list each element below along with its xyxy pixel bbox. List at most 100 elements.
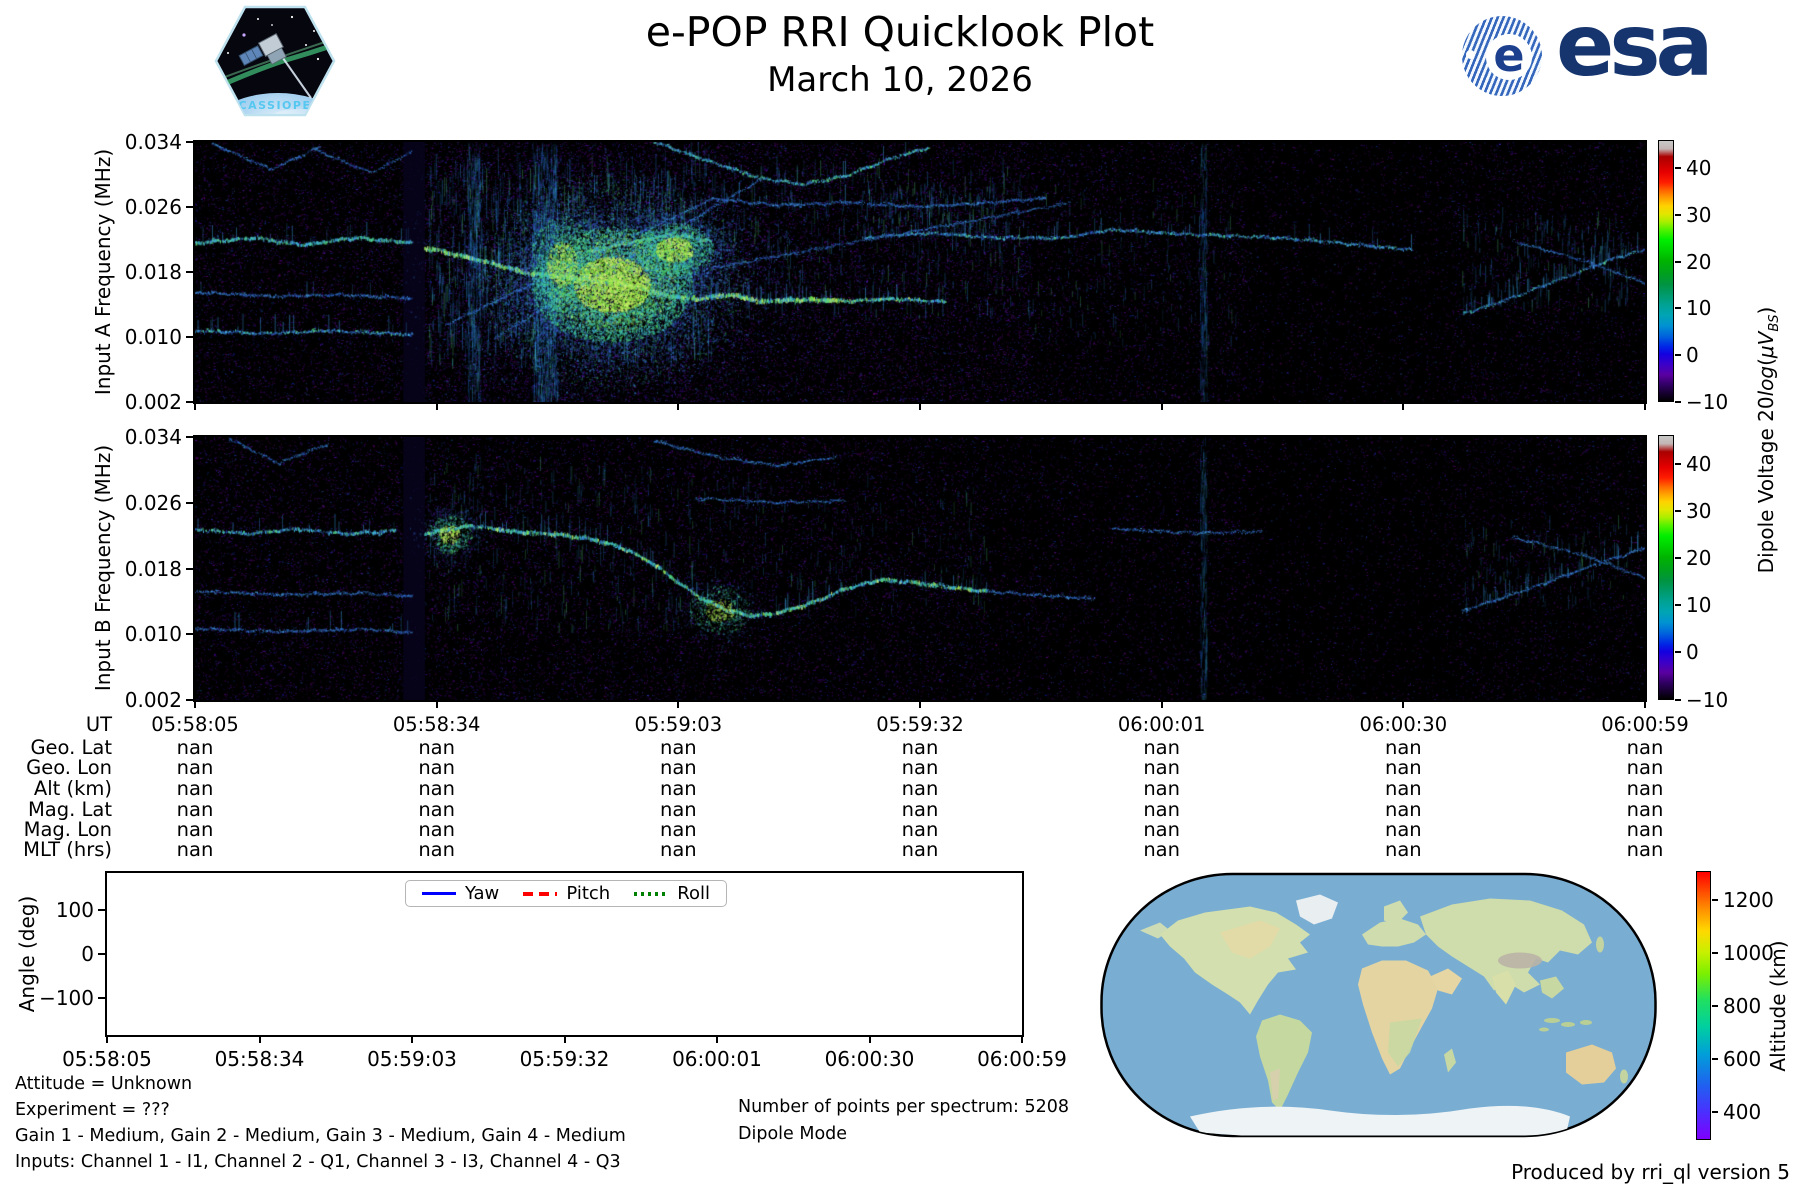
input-a-plot <box>193 140 1647 404</box>
table-row-label: Geo. Lon <box>26 756 112 779</box>
angle-tick-label: 100 <box>55 898 94 923</box>
tick-mark <box>677 702 680 708</box>
freq-tick-label: 0.002 <box>124 390 182 414</box>
map-continents <box>1140 894 1628 1136</box>
tick-mark <box>1644 404 1646 410</box>
table-cell: 05:59:32 <box>876 713 964 736</box>
altitude-tick-label: 1000 <box>1723 940 1774 965</box>
greenland <box>1296 894 1338 925</box>
tick-mark <box>1675 604 1681 607</box>
tick-mark <box>186 401 193 403</box>
table-cell: nan <box>176 756 214 779</box>
altitude-colorbar <box>1696 871 1711 1140</box>
yaw-line-sample <box>422 892 456 895</box>
tick-mark <box>1712 1057 1718 1060</box>
table-cell: nan <box>659 818 697 841</box>
tick-mark <box>186 141 193 143</box>
tick-mark <box>411 1037 413 1043</box>
tick-mark <box>1675 213 1681 216</box>
points-per-spectrum-note: Number of points per spectrum: 5208 <box>738 1097 1070 1117</box>
table-row-label: Mag. Lat <box>27 798 112 821</box>
table-row-label: Mag. Lon <box>23 818 112 841</box>
legend-item-yaw: Yaw <box>422 883 499 904</box>
altitude-tick-label: 600 <box>1723 1046 1762 1071</box>
tick-mark <box>186 436 193 438</box>
freq-tick-label: 0.010 <box>124 622 182 647</box>
colorbar-tick-label: 30 <box>1686 202 1712 227</box>
gain-note: Gain 1 - Medium, Gain 2 - Medium, Gain 3… <box>15 1126 626 1146</box>
esa-globe-icon: e <box>1462 16 1542 96</box>
tick-mark <box>186 699 193 701</box>
colorbar-tick-label: 40 <box>1686 451 1712 476</box>
tick-mark <box>919 702 921 708</box>
roll-label: Roll <box>677 883 710 904</box>
legend-item-roll: Roll <box>634 883 710 904</box>
tick-mark <box>194 404 196 410</box>
tick-mark <box>1021 1037 1023 1043</box>
tick-mark <box>186 206 193 208</box>
input-b-spectrogram-canvas <box>195 437 1645 700</box>
freq-tick-label: 0.010 <box>124 325 182 349</box>
table-cell: nan <box>1384 838 1422 861</box>
tick-mark <box>1712 1110 1718 1113</box>
tick-mark <box>1675 167 1681 170</box>
roll-line-sample <box>634 891 669 896</box>
freq-tick-label: 0.026 <box>124 490 182 515</box>
patch-satellite <box>238 33 287 67</box>
angle-xtick-label: 05:58:34 <box>214 1047 305 1071</box>
cassiope-patch: CASSIOPE <box>214 5 336 117</box>
altitude-tick-label: 1200 <box>1723 887 1774 912</box>
freq-tick-label: 0.034 <box>124 425 182 449</box>
tick-mark <box>1160 702 1163 708</box>
antarctica <box>1190 1105 1570 1136</box>
table-cell: nan <box>1143 818 1180 841</box>
tick-mark <box>1675 260 1681 263</box>
continent-asia <box>1420 898 1592 993</box>
colorbar-tick-label: 20 <box>1686 249 1712 274</box>
altitude-tick-label: 400 <box>1723 1099 1762 1124</box>
table-row-label: UT <box>85 713 112 736</box>
tick-mark <box>186 633 193 636</box>
tick-mark <box>919 404 921 410</box>
tick-mark <box>1675 353 1681 356</box>
tick-mark <box>1402 702 1405 708</box>
table-cell: nan <box>1143 838 1180 861</box>
tick-mark <box>1712 1004 1718 1007</box>
tick-mark <box>1675 651 1681 654</box>
angle-tick-label: −100 <box>39 985 94 1010</box>
table-cell: nan <box>418 838 455 861</box>
colorbar-tick-label: 10 <box>1686 296 1712 321</box>
tick-mark <box>1675 698 1681 701</box>
angle-tick-label: 0 <box>81 942 94 966</box>
table-cell: nan <box>1143 798 1180 821</box>
table-cell: nan <box>1384 736 1422 759</box>
freq-tick-label: 0.034 <box>124 130 182 154</box>
patch-title: CASSIOPE <box>239 99 312 112</box>
continent-south-america <box>1256 1014 1312 1111</box>
table-cell: nan <box>1384 798 1422 821</box>
input-a-colorbar <box>1658 140 1674 402</box>
tick-mark <box>98 953 105 955</box>
angle-xtick-label: 05:58:05 <box>62 1047 152 1071</box>
freq-tick-label: 0.026 <box>124 195 182 219</box>
esa-globe-dot <box>1466 50 1475 59</box>
colorbar-tick-label: −10 <box>1686 687 1729 712</box>
table-cell: nan <box>418 756 455 779</box>
continent-australia <box>1566 1044 1616 1085</box>
tick-mark <box>194 702 196 708</box>
esa-wordmark: esa <box>1556 0 1714 96</box>
tick-mark <box>1402 404 1405 410</box>
table-cell: nan <box>659 798 697 821</box>
patch-beam <box>277 50 312 99</box>
attitude-legend: Yaw Pitch Roll <box>405 880 727 907</box>
page-title: e-POP RRI Quicklook Plot <box>645 8 1155 56</box>
table-cell: 06:00:01 <box>1117 713 1206 736</box>
altitude-tick-label: 800 <box>1723 993 1762 1018</box>
tick-mark <box>868 1037 871 1043</box>
table-cell: nan <box>901 838 939 861</box>
tick-mark <box>1712 898 1718 901</box>
table-cell: nan <box>1384 777 1422 800</box>
tick-mark <box>1675 307 1681 310</box>
table-cell: nan <box>1384 818 1422 841</box>
